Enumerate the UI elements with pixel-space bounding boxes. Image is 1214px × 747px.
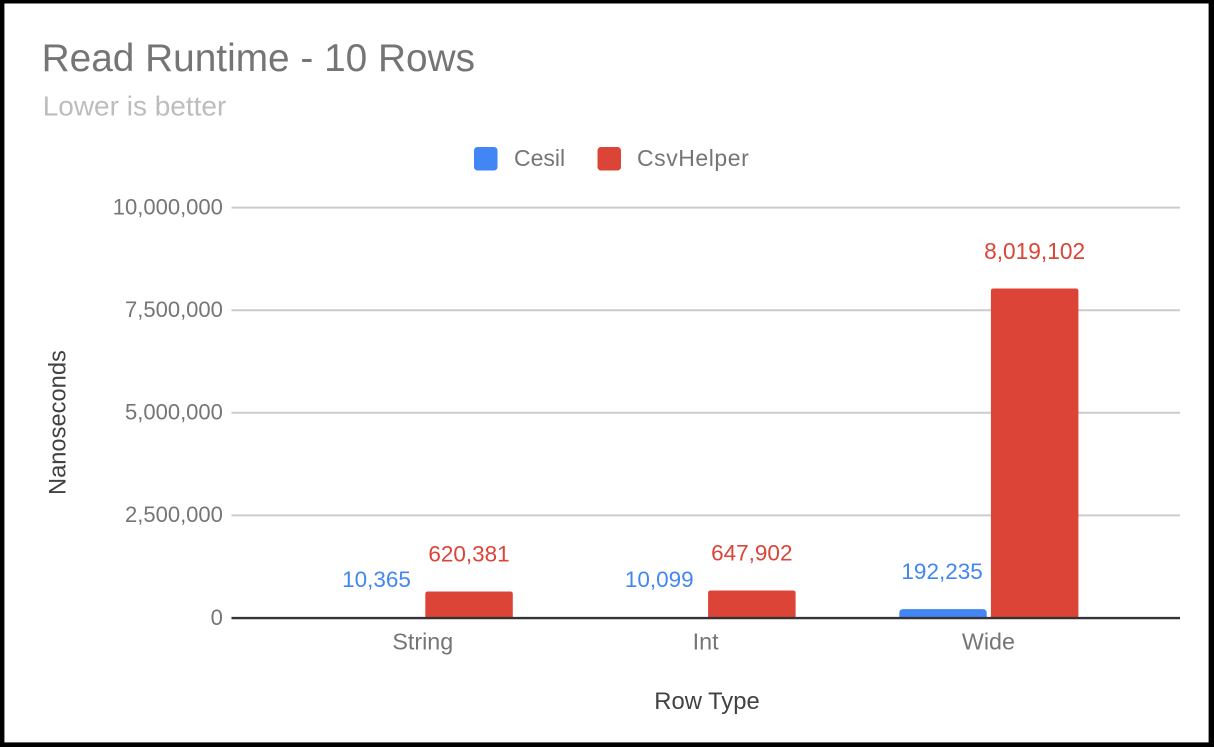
svg-text:2,500,000: 2,500,000 xyxy=(125,502,223,527)
svg-text:192,235: 192,235 xyxy=(901,559,982,584)
svg-text:8,019,102: 8,019,102 xyxy=(984,238,1085,264)
svg-text:0: 0 xyxy=(211,605,223,630)
svg-text:Cesil: Cesil xyxy=(514,145,565,171)
svg-text:Row Type: Row Type xyxy=(654,688,759,715)
svg-text:10,099: 10,099 xyxy=(625,567,694,592)
svg-text:7,500,000: 7,500,000 xyxy=(125,297,223,322)
svg-text:CsvHelper: CsvHelper xyxy=(637,145,749,171)
svg-text:647,902: 647,902 xyxy=(711,541,792,566)
svg-text:String: String xyxy=(392,628,453,654)
svg-text:5,000,000: 5,000,000 xyxy=(125,400,223,425)
svg-text:620,381: 620,381 xyxy=(428,542,509,567)
svg-text:Wide: Wide xyxy=(962,628,1015,654)
svg-text:Read Runtime - 10 Rows: Read Runtime - 10 Rows xyxy=(42,37,475,80)
svg-text:Nanoseconds: Nanoseconds xyxy=(46,350,72,495)
svg-text:10,365: 10,365 xyxy=(342,567,411,592)
svg-text:Lower is better: Lower is better xyxy=(43,91,227,122)
svg-text:Int: Int xyxy=(693,628,719,654)
svg-text:10,000,000: 10,000,000 xyxy=(113,194,223,219)
